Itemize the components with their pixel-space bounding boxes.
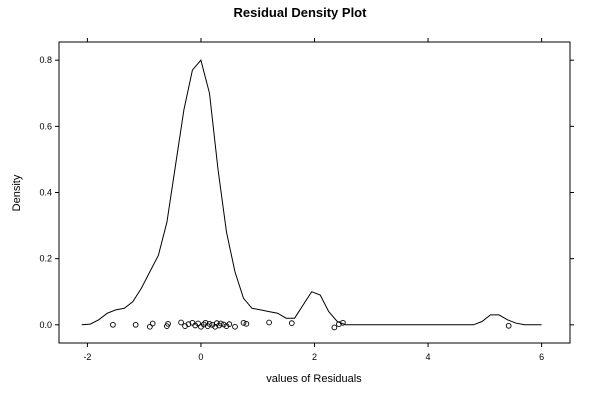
- y-axis: 0.0 0.2 0.4 0.6 0.8: [39, 55, 574, 330]
- residual-point: [178, 319, 184, 326]
- residual-point: [505, 322, 512, 329]
- residual-point: [340, 319, 346, 326]
- residual-point: [240, 319, 247, 326]
- residual-point: [195, 320, 201, 327]
- residual-point: [217, 320, 224, 327]
- residual-point: [206, 320, 213, 327]
- chart-title: Residual Density Plot: [234, 5, 368, 20]
- residual-point: [220, 321, 227, 328]
- residual-point: [336, 321, 342, 327]
- residual-point: [132, 321, 139, 328]
- y-tick-label: 0.0: [39, 320, 52, 330]
- residual-points: [110, 319, 512, 331]
- y-axis-label: Density: [11, 174, 23, 211]
- x-tick-label: 2: [312, 352, 317, 362]
- residual-point: [185, 321, 192, 327]
- residual-point: [288, 320, 295, 327]
- residual-point: [266, 319, 272, 326]
- residual-point: [331, 324, 338, 331]
- density-series-line: [81, 59, 542, 326]
- y-tick-label: 0.8: [39, 55, 52, 65]
- residual-point: [232, 323, 238, 330]
- residual-point: [226, 321, 233, 327]
- x-tick-label: 6: [539, 352, 544, 362]
- y-tick-label: 0.2: [39, 254, 52, 264]
- x-tick-label: 0: [198, 352, 203, 362]
- x-tick-label: -2: [83, 352, 91, 362]
- x-axis-label: values of Residuals: [266, 373, 362, 385]
- y-tick-label: 0.6: [39, 121, 52, 131]
- residual-point: [146, 323, 153, 330]
- x-axis: -2 0 2 4 6: [83, 38, 544, 362]
- residual-point: [165, 320, 171, 327]
- y-tick-label: 0.4: [39, 188, 52, 198]
- x-tick-label: 4: [426, 352, 431, 362]
- residual-point: [110, 321, 116, 328]
- residual-point: [243, 320, 250, 327]
- residual-point: [149, 320, 156, 327]
